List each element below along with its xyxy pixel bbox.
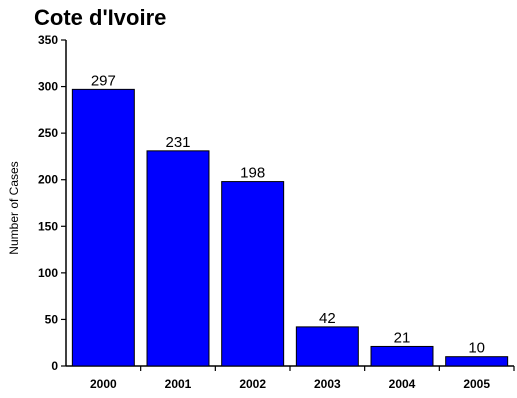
bars: [71, 88, 509, 367]
x-tick-label: 2002: [239, 377, 266, 391]
bar-2003: [295, 326, 359, 367]
bar-2005: [445, 356, 509, 367]
y-tick-label: 0: [51, 359, 58, 373]
data-label-2002: 198: [240, 165, 265, 182]
data-label-2005: 10: [468, 340, 485, 357]
data-labels: 297 231 198 42 21 10: [91, 72, 485, 356]
x-axis-ticks: 2000 2001 2002 2003 2004 2005: [90, 366, 515, 391]
x-tick-label: 2004: [389, 377, 416, 391]
bar-2002: [221, 181, 285, 367]
y-tick-label: 350: [38, 33, 58, 47]
x-tick-label: 2001: [165, 377, 192, 391]
bar-2004: [370, 345, 434, 367]
x-tick-label: 2003: [314, 377, 341, 391]
chart-title: Cote d'Ivoire: [34, 5, 167, 30]
data-label-2000: 297: [91, 72, 116, 89]
y-axis-ticks: 0 50 100 150 200 250 300 350: [38, 33, 66, 373]
data-label-2003: 42: [319, 310, 336, 327]
y-tick-label: 50: [45, 312, 59, 326]
x-tick-label: 2005: [463, 377, 490, 391]
data-label-2001: 231: [165, 134, 190, 151]
bar-2001: [146, 150, 210, 367]
y-axis-label: Number of Cases: [7, 161, 21, 254]
y-tick-label: 300: [38, 80, 58, 94]
y-tick-label: 150: [38, 219, 58, 233]
data-label-2004: 21: [394, 329, 411, 346]
y-tick-label: 200: [38, 173, 58, 187]
x-tick-label: 2000: [90, 377, 117, 391]
bar-2000: [71, 88, 135, 367]
y-tick-label: 250: [38, 126, 58, 140]
y-tick-label: 100: [38, 266, 58, 280]
